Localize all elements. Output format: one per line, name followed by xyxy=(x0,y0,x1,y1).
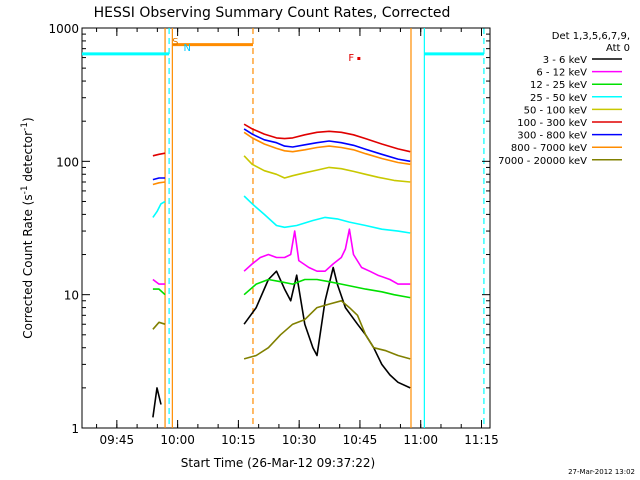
x-axis-ticks: 09:45 10:00 10:15 10:30 10:45 11:00 11:15 xyxy=(96,28,499,447)
series-line xyxy=(152,200,166,218)
legend-label: 50 - 100 keV xyxy=(524,105,588,116)
attenuator-lines xyxy=(82,43,484,56)
x-tick-label: 10:15 xyxy=(221,433,256,447)
plot-area: SNF 09:45 10:00 10:15 10:30 10:45 11:00 11:15 … xyxy=(48,22,498,447)
flags: SN F xyxy=(172,37,361,64)
series-lines xyxy=(152,123,411,418)
legend-label: 7000 - 20000 keV xyxy=(498,156,587,167)
legend-label: 800 - 7000 keV xyxy=(511,143,587,154)
x-tick-label: 10:00 xyxy=(160,433,195,447)
chart-title: HESSI Observing Summary Count Rates, Cor… xyxy=(94,5,451,21)
series-line xyxy=(243,228,411,285)
y-axis-ticks: 1 10 100 1000 xyxy=(48,22,490,436)
flag-marker xyxy=(357,57,361,60)
y-axis-label-main: Corrected Count Rate (s xyxy=(21,194,35,338)
y-axis-label-mid: detector xyxy=(21,131,35,186)
series-line xyxy=(152,152,166,157)
flag-label: F xyxy=(348,53,354,64)
legend-label: 300 - 800 keV xyxy=(517,131,587,142)
x-tick-label: 10:45 xyxy=(343,433,378,447)
legend-label: 25 - 50 keV xyxy=(530,93,587,104)
series-line xyxy=(152,181,166,186)
y-axis-label: Corrected Count Rate (s-1 detector-1) xyxy=(20,117,35,338)
legend-header-line1: Det 1,3,5,6,7,9, xyxy=(552,31,630,42)
series-line xyxy=(243,131,411,166)
series-line xyxy=(243,128,411,163)
x-tick-label: 11:00 xyxy=(403,433,438,447)
series-line xyxy=(152,387,162,418)
plot-frame xyxy=(81,27,491,429)
series-line xyxy=(243,195,411,234)
x-tick-label: 10:30 xyxy=(282,433,317,447)
footer-timestamp: 27-Mar-2012 13:02 xyxy=(568,468,635,476)
x-tick-label: 11:15 xyxy=(464,433,499,447)
series-line xyxy=(243,266,411,389)
y-tick-label: 100 xyxy=(56,155,79,169)
series-line xyxy=(152,288,166,296)
series-line xyxy=(243,299,411,360)
y-tick-label: 1000 xyxy=(48,22,79,36)
series-line xyxy=(243,155,411,183)
x-tick-label: 09:45 xyxy=(100,433,135,447)
series-line xyxy=(243,278,411,299)
state-lines xyxy=(164,28,485,428)
series-line xyxy=(243,123,411,153)
flag-label: S xyxy=(172,37,178,48)
y-axis-label-exp1: -1 xyxy=(20,185,30,194)
legend-label: 3 - 6 keV xyxy=(543,55,587,66)
flag-label: N xyxy=(183,43,190,54)
y-tick-label: 10 xyxy=(64,289,79,303)
legend-label: 100 - 300 keV xyxy=(517,118,587,129)
legend-label: 6 - 12 keV xyxy=(536,68,587,79)
series-line xyxy=(152,177,166,181)
legend: Det 1,3,5,6,7,9, Att 0 3 - 6 keV 6 - 12 k… xyxy=(498,31,630,167)
series-line xyxy=(152,278,166,285)
series-line xyxy=(152,321,166,330)
legend-header-line2: Att 0 xyxy=(606,43,630,54)
y-axis-label-end: ) xyxy=(21,117,35,122)
x-axis-label: Start Time (26-Mar-12 09:37:22) xyxy=(181,456,375,470)
legend-label: 12 - 25 keV xyxy=(530,80,587,91)
y-tick-label: 1 xyxy=(71,422,79,436)
y-axis-label-exp2: -1 xyxy=(20,122,30,131)
